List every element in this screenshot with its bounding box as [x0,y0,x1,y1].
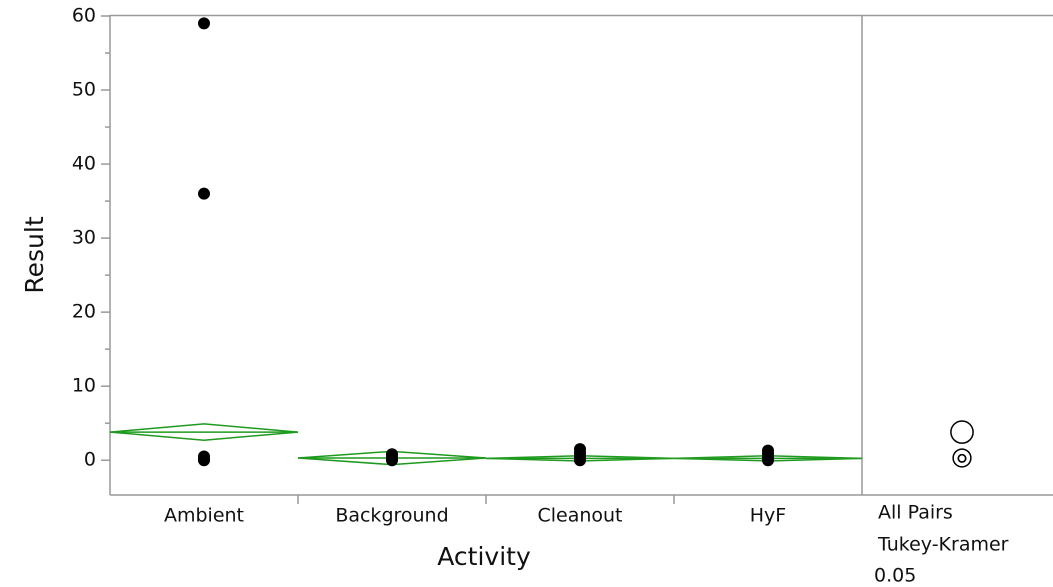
x-tick-label: HyF [750,505,786,527]
x-tick-label: Cleanout [537,505,622,527]
method-label: Tukey-Kramer [877,534,1009,556]
point [198,454,210,467]
alpha-label: 0.05 [874,565,916,587]
y-tick-label: 40 [72,153,96,175]
y-tick-label: 30 [72,227,96,249]
comparison-circle [950,420,974,444]
y-tick-label: 20 [72,301,96,323]
y-tick-label: 0 [84,449,96,471]
comparison-circle [952,448,972,468]
y-tick-label: 10 [72,375,96,397]
x-axis-title: Activity [437,542,531,571]
point [198,17,210,30]
comparison-circle [957,453,967,463]
y-tick-label: 50 [72,79,96,101]
point [574,454,586,467]
point [386,454,398,467]
y-tick-label: 60 [72,5,96,27]
y-axis-title: Result [20,216,49,293]
point [762,454,774,467]
x-tick-label: Ambient [164,505,244,527]
method-label: All Pairs [878,502,953,524]
x-tick-label: Background [335,505,448,527]
point [198,187,210,200]
